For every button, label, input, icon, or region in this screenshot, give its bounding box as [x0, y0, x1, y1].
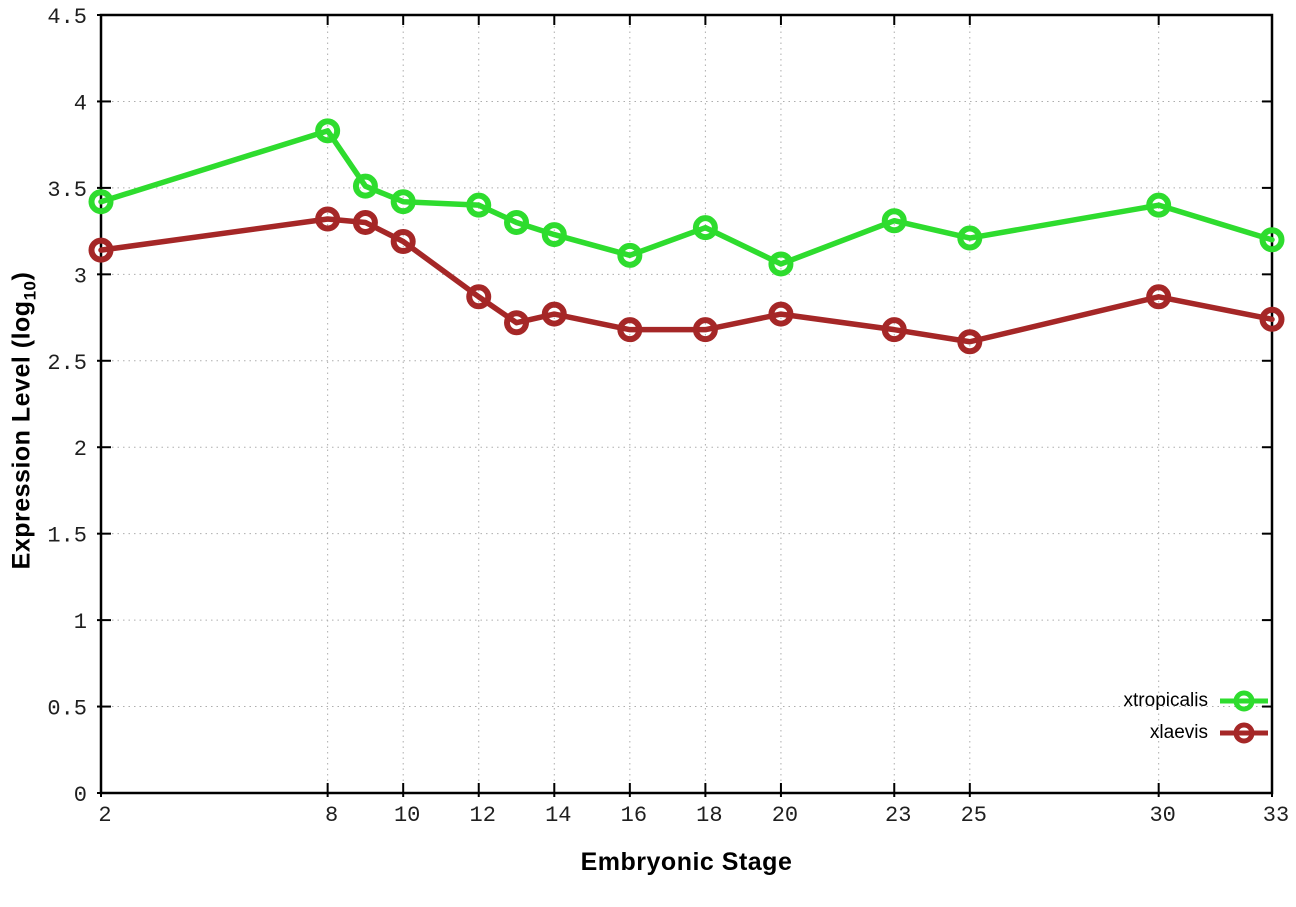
- y-tick-label: 2.5: [47, 351, 87, 376]
- x-tick-label: 12: [470, 803, 496, 828]
- y-tick-label: 4: [74, 91, 87, 116]
- data-point-xtropicalis: [768, 251, 794, 277]
- x-tick-label: 33: [1263, 803, 1289, 828]
- legend-label-xlaevis: xlaevis: [1149, 722, 1208, 743]
- y-tick-label: 0.5: [47, 697, 87, 722]
- data-point-xtropicalis: [881, 208, 907, 234]
- legend-label-xtropicalis: xtropicalis: [1123, 690, 1208, 711]
- series-line-xtropicalis: [98, 128, 1275, 267]
- legend: xtropicalis xlaevis: [1124, 686, 1270, 748]
- data-point-xlaevis: [390, 228, 416, 254]
- x-tick-label: 20: [772, 803, 798, 828]
- data-point-xlaevis: [957, 329, 983, 355]
- data-point-xtropicalis: [504, 209, 530, 235]
- data-point-xlaevis: [881, 317, 907, 343]
- y-tick-label: 1: [74, 610, 87, 635]
- y-tick-label: 0: [74, 783, 87, 808]
- y-axis-title: Expression Level (log10): [8, 272, 41, 570]
- legend-item-xlaevis: xlaevis: [1124, 718, 1270, 748]
- y-axis-title-text: Expression Level (log: [7, 300, 36, 570]
- y-tick-label: 3: [74, 264, 87, 289]
- x-tick-label: 14: [545, 803, 571, 828]
- y-axis-title-subscript: 10: [20, 280, 40, 301]
- x-tick-label: 2: [98, 803, 111, 828]
- y-axis-title-suffix: ): [7, 271, 36, 281]
- y-tick-label: 4.5: [47, 5, 87, 30]
- data-point-xtropicalis: [1259, 227, 1285, 253]
- data-point-xtropicalis: [541, 222, 567, 248]
- data-point-xtropicalis: [617, 242, 643, 268]
- x-tick-label: 18: [696, 803, 722, 828]
- x-tick-label: 16: [621, 803, 647, 828]
- data-point-xlaevis: [617, 317, 643, 343]
- x-tick-label: 8: [325, 803, 338, 828]
- line-marker-icon: [1220, 690, 1268, 712]
- data-point-xtropicalis: [466, 192, 492, 218]
- x-tick-label: 23: [885, 803, 911, 828]
- legend-item-xtropicalis: xtropicalis: [1124, 686, 1270, 716]
- x-tick-label: 10: [394, 803, 420, 828]
- data-point-xtropicalis: [352, 173, 378, 199]
- x-tick-label: 25: [961, 803, 987, 828]
- data-point-xtropicalis: [88, 189, 114, 215]
- x-tick-label: 30: [1149, 803, 1175, 828]
- data-point-xlaevis: [768, 301, 794, 327]
- data-point-xlaevis: [352, 209, 378, 235]
- data-point-xlaevis: [466, 284, 492, 310]
- y-tick-label: 3.5: [47, 178, 87, 203]
- data-point-xlaevis: [541, 301, 567, 327]
- y-tick-label: 1.5: [47, 524, 87, 549]
- data-point-xtropicalis: [1146, 192, 1172, 218]
- data-point-xlaevis: [692, 317, 718, 343]
- data-point-xlaevis: [1259, 306, 1285, 332]
- data-point-xlaevis: [88, 237, 114, 263]
- data-point-xtropicalis: [692, 215, 718, 241]
- y-tick-label: 2: [74, 437, 87, 462]
- data-point-xtropicalis: [390, 189, 416, 215]
- data-point-xlaevis: [1146, 284, 1172, 310]
- data-point-xlaevis: [315, 206, 341, 232]
- x-axis-title: Embryonic Stage: [580, 848, 793, 876]
- line-marker-icon: [1220, 722, 1268, 744]
- data-point-xtropicalis: [315, 118, 341, 144]
- data-point-xlaevis: [504, 310, 530, 336]
- data-point-xtropicalis: [957, 225, 983, 251]
